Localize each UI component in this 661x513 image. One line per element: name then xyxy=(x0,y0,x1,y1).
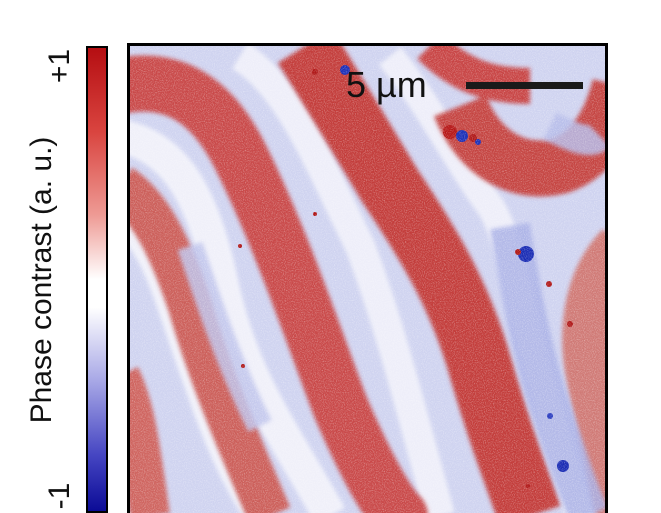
colorbar-min-label: -1 xyxy=(43,482,76,510)
colorbar xyxy=(86,46,108,513)
scale-bar-label: 5 µm xyxy=(346,64,427,105)
domain-pattern xyxy=(130,46,605,513)
grain-texture xyxy=(130,46,605,513)
colorbar-max-label: +1 xyxy=(43,48,76,84)
scale-bar xyxy=(466,82,583,89)
colorbar-label: Phase contrast (a. u.) xyxy=(25,136,58,424)
colorbar-gradient xyxy=(88,48,106,511)
phase-contrast-map xyxy=(127,43,608,513)
